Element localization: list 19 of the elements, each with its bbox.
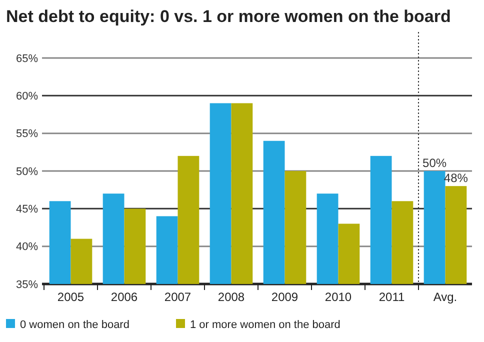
y-tick-label: 65% xyxy=(16,52,38,65)
x-tick-label: 2011 xyxy=(378,290,405,304)
chart-title: Net debt to equity: 0 vs. 1 or more women on the board xyxy=(6,7,451,26)
y-tick-label: 55% xyxy=(16,128,38,140)
legend-label: 1 or more women on the board xyxy=(190,319,340,331)
x-tick-label: 2008 xyxy=(218,290,245,304)
x-tick-label: 2005 xyxy=(57,290,84,304)
y-tick-label: 35% xyxy=(16,278,38,291)
x-tick-label: 2007 xyxy=(164,290,192,304)
y-tick-label: 40% xyxy=(16,241,38,254)
y-tick-label: 50% xyxy=(16,166,38,178)
y-tick-label: 60% xyxy=(16,90,38,103)
data-label: 50% xyxy=(422,156,447,170)
x-tick-label: 2009 xyxy=(271,290,298,304)
x-tick-label: 2006 xyxy=(110,290,138,304)
x-tick-label: Avg. xyxy=(433,290,458,304)
legend-label: 0 women on the board xyxy=(20,319,130,331)
x-tick-label: 2010 xyxy=(324,290,352,304)
y-tick-label: 45% xyxy=(16,204,38,216)
